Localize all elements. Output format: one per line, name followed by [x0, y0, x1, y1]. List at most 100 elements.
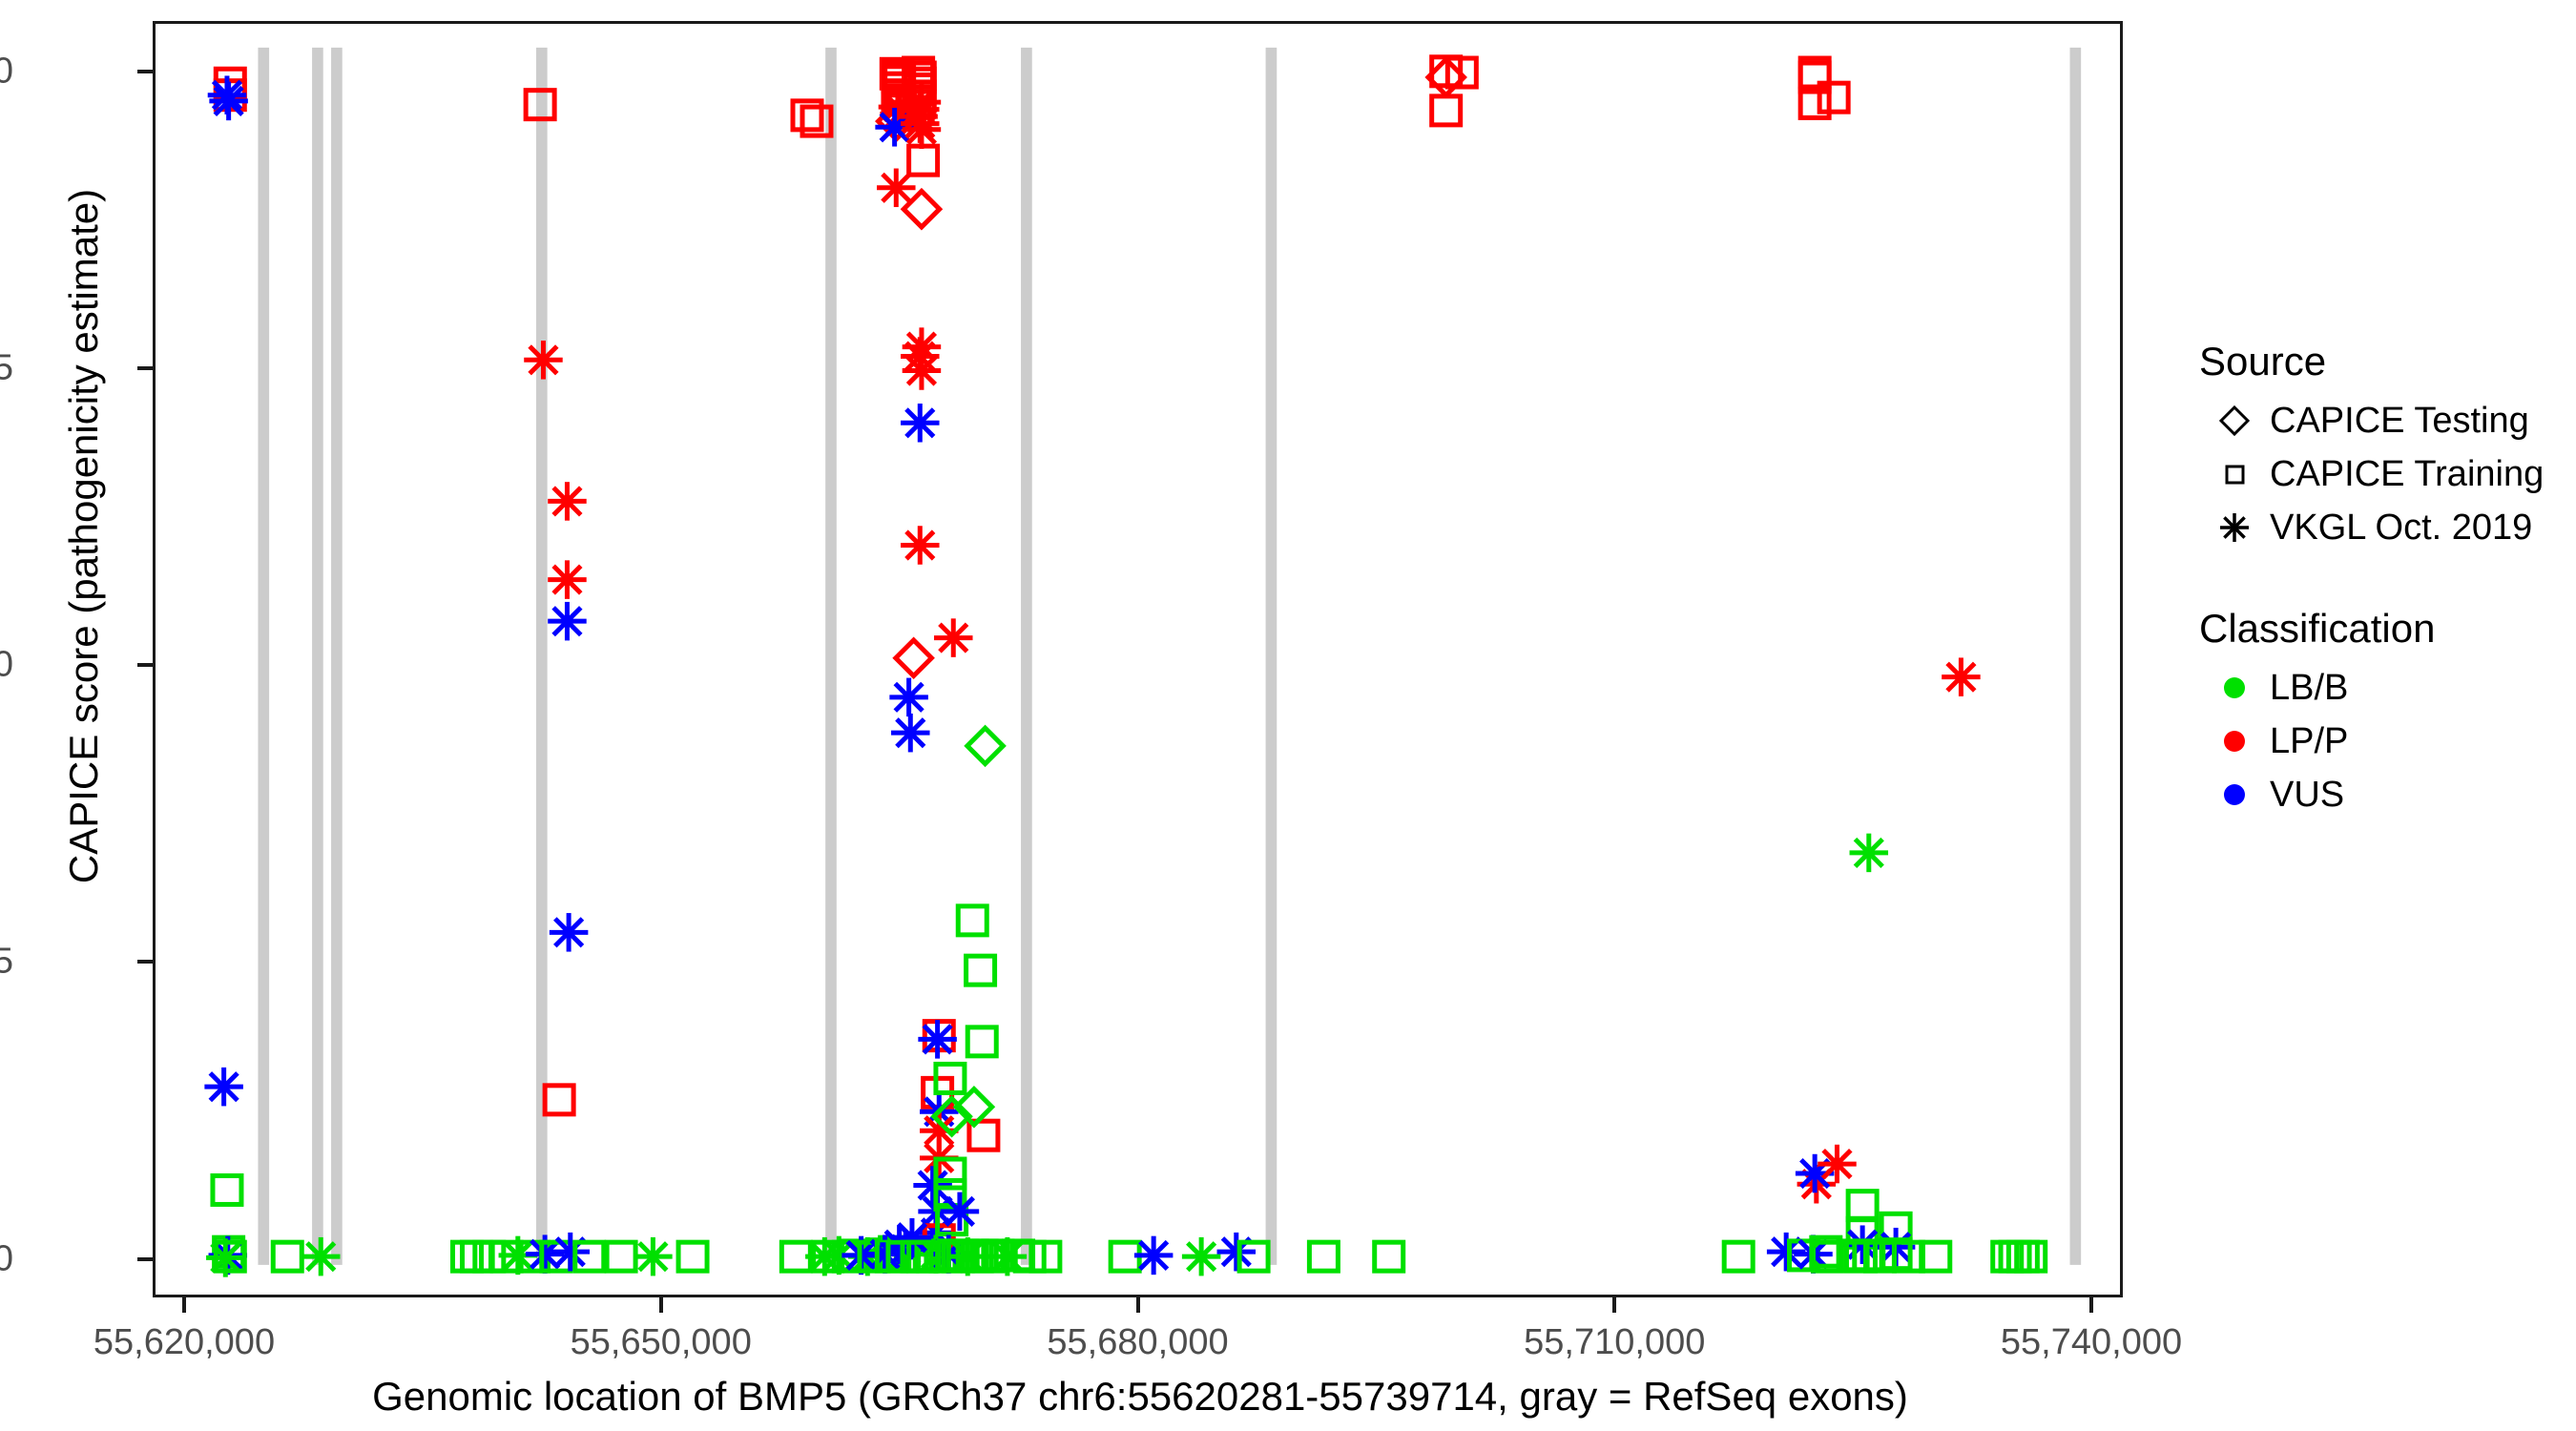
point-vkgl	[548, 560, 587, 599]
color-dot-icon	[2199, 768, 2270, 821]
point-vkgl	[901, 404, 940, 443]
y-tick-label: 0.50	[0, 644, 13, 685]
point-vkgl	[877, 168, 916, 208]
point-vkgl	[548, 601, 587, 641]
legend-item-label: LP/P	[2270, 720, 2349, 761]
y-tick-mark	[137, 366, 153, 370]
point-capice-training	[933, 1156, 967, 1191]
point-vkgl	[1216, 1232, 1257, 1272]
legend-item-lp-p[interactable]: LP/P	[2199, 715, 2571, 768]
legend-item-label: VKGL Oct. 2019	[2270, 507, 2533, 548]
point-vkgl	[548, 482, 587, 521]
x-tick-label: 55,650,000	[570, 1322, 752, 1362]
legend-group-source: Source CAPICE Testing CAPICE Training VKGL…	[2199, 339, 2571, 554]
color-dot-icon	[2199, 661, 2270, 715]
y-tick-label: 1.00	[0, 51, 13, 92]
point-capice-training	[790, 98, 824, 133]
point-capice-training	[1797, 60, 1832, 94]
point-capice-training	[1817, 80, 1851, 114]
exon-band	[1265, 47, 1278, 1265]
y-tick-mark	[137, 69, 153, 73]
point-capice-training	[933, 1061, 967, 1095]
plot-canvas	[204, 47, 2082, 1277]
point-capice-training	[1721, 1239, 1755, 1274]
point-capice-training	[604, 1239, 638, 1274]
legend-item-asterisk[interactable]: VKGL Oct. 2019	[2199, 501, 2571, 554]
point-vkgl	[1849, 833, 1889, 873]
exon-band	[825, 47, 837, 1265]
point-vkgl	[206, 1238, 245, 1277]
point-vkgl	[892, 1217, 932, 1257]
exon-band	[258, 47, 270, 1265]
point-capice-training	[542, 1083, 576, 1117]
point-capice-training	[1919, 1239, 1953, 1274]
y-tick-mark	[137, 960, 153, 964]
legend-item-lb-b[interactable]: LB/B	[2199, 661, 2571, 715]
point-vkgl	[940, 1192, 980, 1232]
point-capice-training	[1810, 1239, 1844, 1274]
plot-panel	[153, 21, 2123, 1297]
point-capice-training	[1028, 1239, 1063, 1274]
y-tick-label: 0.25	[0, 941, 13, 982]
legend-item-label: LB/B	[2270, 667, 2349, 708]
legend-item-label: CAPICE Training	[2270, 453, 2545, 494]
point-capice-training	[964, 953, 998, 987]
point-capice-training	[1845, 1189, 1880, 1223]
legend-item-label: CAPICE Testing	[2270, 400, 2529, 441]
point-capice-training	[906, 1239, 941, 1274]
point-capice-testing	[930, 1094, 973, 1138]
point-vkgl	[634, 1236, 673, 1276]
point-capice-training	[1444, 55, 1479, 90]
point-vkgl	[1181, 1236, 1221, 1276]
point-vkgl	[551, 1232, 591, 1272]
point-capice-training	[1372, 1239, 1406, 1274]
point-capice-training	[966, 1118, 1001, 1152]
legend-item-square[interactable]: CAPICE Training	[2199, 447, 2571, 501]
x-tick-label: 55,710,000	[1524, 1322, 1706, 1362]
point-vkgl	[204, 1067, 243, 1107]
exon-band	[535, 47, 548, 1265]
point-vkgl	[1133, 1235, 1174, 1275]
asterisk-icon	[2199, 501, 2270, 554]
point-capice-training	[1429, 93, 1464, 128]
point-vkgl	[1795, 1153, 1835, 1193]
point-capice-training	[800, 104, 834, 138]
point-capice-training	[2014, 1239, 2048, 1274]
x-tick-mark	[658, 1297, 663, 1313]
point-capice-training	[675, 1239, 710, 1274]
point-capice-training	[955, 903, 989, 938]
point-capice-testing	[900, 187, 944, 231]
x-tick-mark	[1135, 1297, 1140, 1313]
point-vkgl	[209, 81, 248, 121]
legend-item-label: VUS	[2270, 774, 2345, 815]
x-tick-label: 55,680,000	[1047, 1322, 1229, 1362]
point-capice-training	[523, 88, 557, 122]
exon-band	[1021, 47, 1032, 1265]
x-tick-label: 55,620,000	[93, 1322, 276, 1362]
legend-item-vus[interactable]: VUS	[2199, 768, 2571, 821]
point-capice-testing	[952, 1086, 996, 1129]
y-tick-label: 0.00	[0, 1238, 13, 1279]
x-axis-title: Genomic location of BMP5 (GRCh37 chr6:55…	[372, 1374, 1908, 1419]
x-tick-mark	[2089, 1297, 2093, 1313]
point-vkgl	[1942, 657, 1981, 696]
point-vkgl	[902, 351, 942, 390]
point-vkgl	[934, 618, 973, 657]
point-vkgl	[891, 713, 930, 753]
point-capice-testing	[964, 724, 1007, 768]
point-vkgl	[913, 1166, 952, 1205]
y-tick-mark	[137, 663, 153, 668]
point-vkgl	[889, 677, 928, 717]
y-tick-label: 0.75	[0, 347, 13, 388]
point-vkgl	[902, 110, 942, 150]
legend-item-diamond[interactable]: CAPICE Testing	[2199, 394, 2571, 447]
point-vkgl	[549, 913, 589, 952]
point-capice-training	[270, 1239, 304, 1274]
point-capice-training	[1797, 86, 1832, 120]
y-tick-mark	[137, 1256, 153, 1261]
x-tick-mark	[181, 1297, 186, 1313]
exon-band	[2069, 47, 2082, 1265]
exon-band	[312, 47, 323, 1265]
point-capice-training	[1236, 1239, 1271, 1274]
